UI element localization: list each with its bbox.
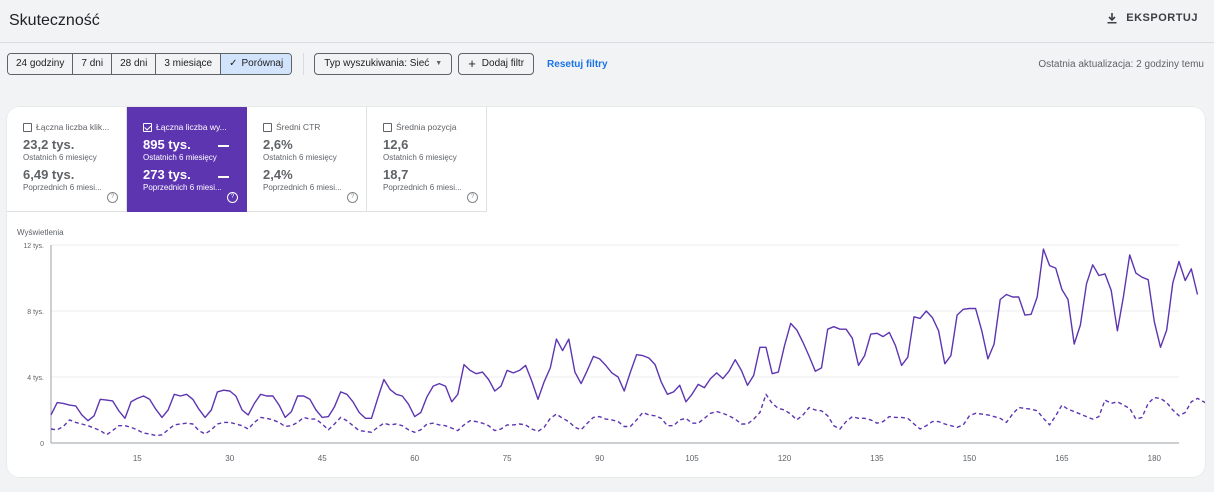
filter-bar: 24 godziny 7 dni 28 dni 3 miesiące ✓ Poró… bbox=[7, 53, 608, 75]
y-tick-label: 4 tys. bbox=[27, 375, 44, 382]
caret-down-icon: ▼ bbox=[435, 54, 442, 74]
add-filter-button[interactable]: + Dodaj filtr bbox=[458, 53, 534, 75]
range-3m[interactable]: 3 miesiące bbox=[156, 54, 221, 74]
impressions-chart: Wyświetlenia 0 4 tys. 8 tys. 12 tys. 15 30 45 60… bbox=[7, 107, 1205, 477]
add-filter-label: Dodaj filtr bbox=[482, 54, 524, 74]
search-type-dropdown[interactable]: Typ wyszukiwania: Sieć ▼ bbox=[314, 53, 452, 75]
x-tick-label: 30 bbox=[225, 454, 234, 463]
range-24h[interactable]: 24 godziny bbox=[8, 54, 73, 74]
series-previous-line bbox=[51, 394, 1205, 435]
y-tick-label: 8 tys. bbox=[27, 309, 44, 316]
y-axis-label: Wyświetlenia bbox=[17, 228, 64, 237]
performance-card: Łączna liczba klik... 23,2 tys. Ostatnic… bbox=[7, 107, 1205, 477]
date-range-selector: 24 godziny 7 dni 28 dni 3 miesiące ✓ Poró… bbox=[7, 53, 292, 75]
x-tick-label: 75 bbox=[503, 454, 512, 463]
x-tick-label: 60 bbox=[410, 454, 419, 463]
check-icon: ✓ bbox=[229, 58, 237, 69]
download-icon bbox=[1106, 12, 1118, 24]
line-chart: Wyświetlenia 0 4 tys. 8 tys. 12 tys. 15 30 45 60… bbox=[7, 107, 1205, 477]
range-7d[interactable]: 7 dni bbox=[73, 54, 112, 74]
page-title: Skuteczność bbox=[9, 12, 100, 30]
x-tick-label: 165 bbox=[1055, 454, 1069, 463]
x-tick-label: 105 bbox=[685, 454, 699, 463]
x-tick-label: 90 bbox=[595, 454, 604, 463]
range-compare-label: Porównaj bbox=[242, 58, 284, 69]
reset-filters-link[interactable]: Resetuj filtry bbox=[547, 59, 608, 70]
last-update-text: Ostatnia aktualizacja: 2 godziny temu bbox=[1038, 59, 1204, 70]
x-tick-label: 135 bbox=[870, 454, 884, 463]
series-current-line bbox=[51, 249, 1198, 421]
plus-icon: + bbox=[468, 59, 476, 69]
x-tick-label: 45 bbox=[318, 454, 327, 463]
y-tick-label: 0 bbox=[40, 441, 44, 448]
x-tick-label: 150 bbox=[963, 454, 977, 463]
range-compare[interactable]: ✓ Porównaj bbox=[221, 54, 291, 74]
x-tick-label: 180 bbox=[1148, 454, 1162, 463]
export-label: EKSPORTUJ bbox=[1126, 12, 1198, 24]
x-tick-label: 120 bbox=[778, 454, 792, 463]
page-header: Skuteczność EKSPORTUJ bbox=[0, 0, 1214, 43]
divider bbox=[303, 53, 304, 75]
y-tick-label: 12 tys. bbox=[23, 243, 44, 250]
x-tick-label: 15 bbox=[133, 454, 142, 463]
search-type-label: Typ wyszukiwania: Sieć bbox=[324, 54, 429, 74]
export-button[interactable]: EKSPORTUJ bbox=[1106, 12, 1198, 24]
range-28d[interactable]: 28 dni bbox=[112, 54, 156, 74]
